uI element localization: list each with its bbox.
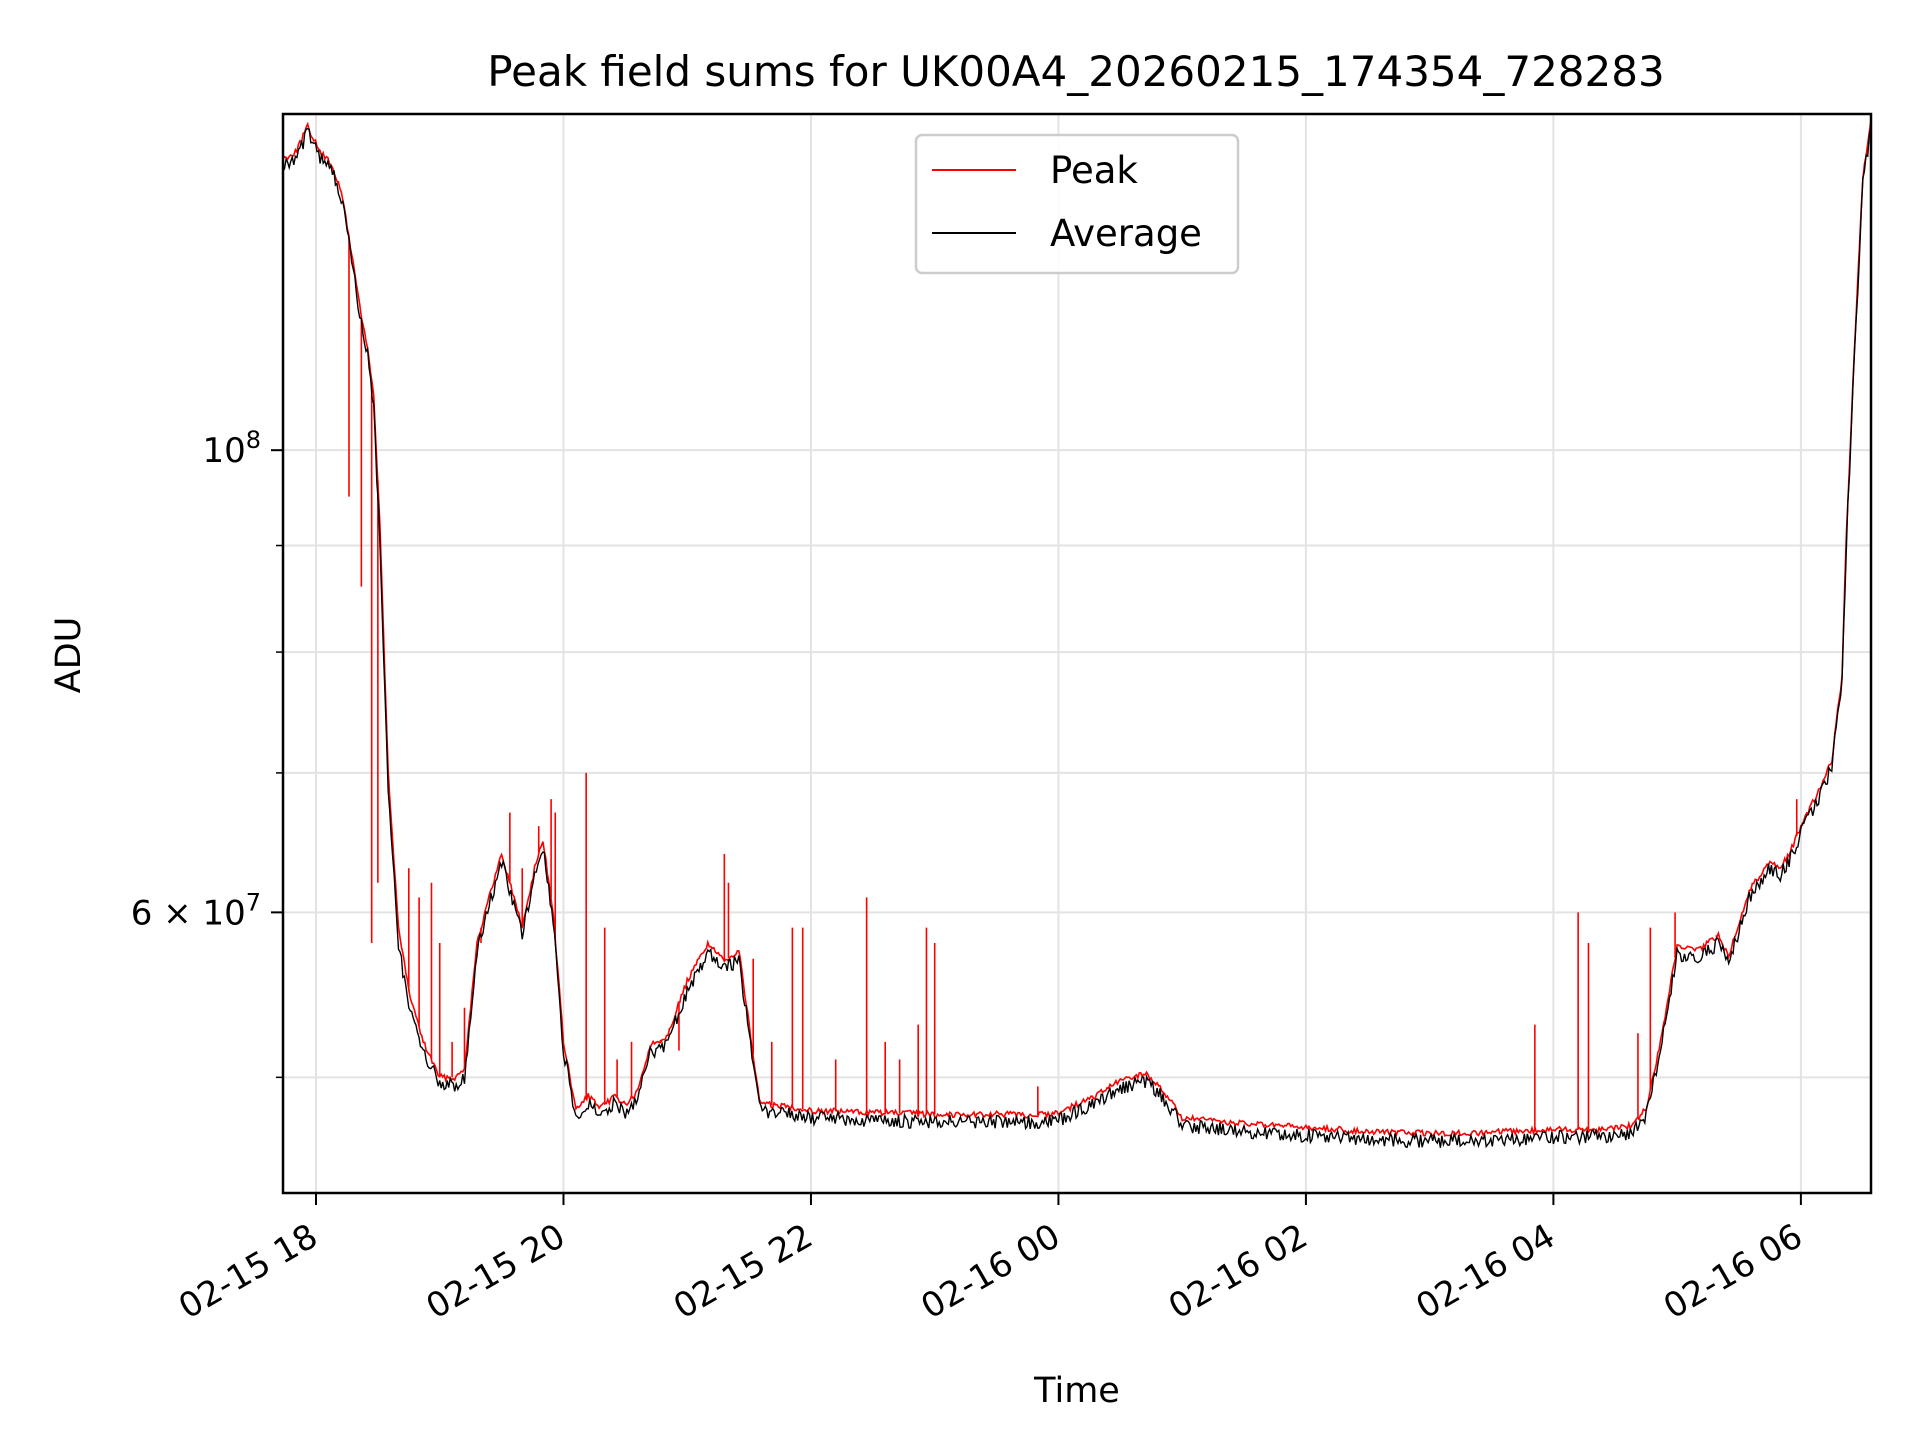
legend-label-average: Average — [1050, 212, 1202, 255]
y-tick-label: 108 — [202, 426, 261, 471]
legend-label-peak: Peak — [1050, 149, 1138, 192]
chart-title: Peak field sums for UK00A4_20260215_1743… — [487, 47, 1664, 96]
y-tick-label: 6 × 107 — [131, 888, 261, 933]
plot-frame — [281, 112, 1873, 1195]
series-layer — [283, 120, 1871, 1149]
grid — [283, 114, 1871, 1193]
series-line-average — [283, 126, 1871, 1149]
legend: Peak Average — [914, 133, 1240, 275]
x-axis-title: Time — [1033, 1371, 1120, 1411]
y-axis: 108 6 × 107 — [131, 426, 283, 1079]
y-axis-title: ADU — [49, 617, 89, 694]
